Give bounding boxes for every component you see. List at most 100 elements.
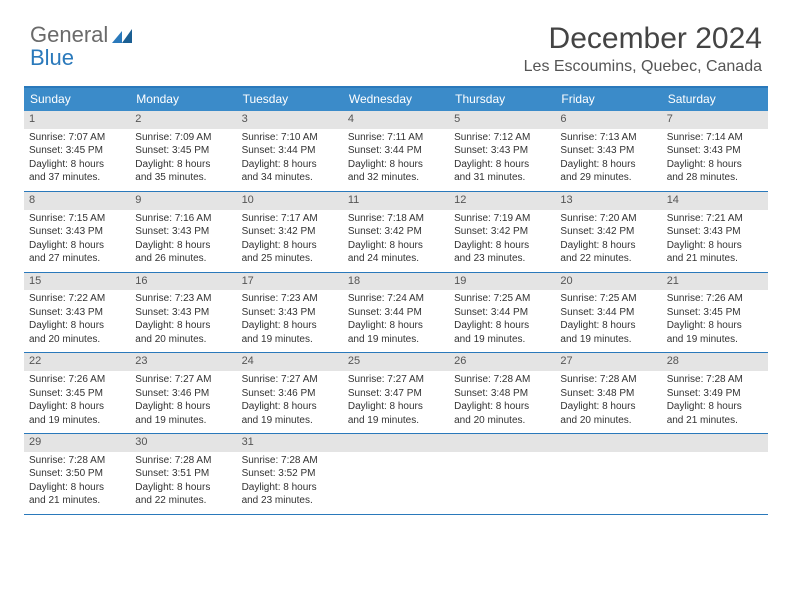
calendar-day: 30Sunrise: 7:28 AMSunset: 3:51 PMDayligh…: [130, 434, 236, 514]
day-line: Sunset: 3:52 PM: [242, 468, 338, 481]
day-line: Sunset: 3:49 PM: [667, 388, 763, 401]
day-line: Sunrise: 7:18 AM: [348, 213, 444, 226]
day-line: Daylight: 8 hours: [667, 401, 763, 414]
day-line: and 21 minutes.: [29, 495, 125, 508]
day-number: 16: [130, 273, 236, 291]
calendar-day: 14Sunrise: 7:21 AMSunset: 3:43 PMDayligh…: [662, 192, 768, 272]
day-body: Sunrise: 7:25 AMSunset: 3:44 PMDaylight:…: [555, 290, 661, 352]
day-line: Sunrise: 7:24 AM: [348, 293, 444, 306]
day-line: Sunset: 3:51 PM: [135, 468, 231, 481]
calendar-day: 4Sunrise: 7:11 AMSunset: 3:44 PMDaylight…: [343, 111, 449, 191]
title-block: December 2024 Les Escoumins, Quebec, Can…: [24, 22, 762, 76]
day-body: Sunrise: 7:17 AMSunset: 3:42 PMDaylight:…: [237, 210, 343, 272]
day-line: and 19 minutes.: [135, 415, 231, 428]
day-line: Sunset: 3:47 PM: [348, 388, 444, 401]
day-line: Daylight: 8 hours: [454, 240, 550, 253]
day-line: and 24 minutes.: [348, 253, 444, 266]
day-number: 5: [449, 111, 555, 129]
calendar-day: 29Sunrise: 7:28 AMSunset: 3:50 PMDayligh…: [24, 434, 130, 514]
day-body: Sunrise: 7:11 AMSunset: 3:44 PMDaylight:…: [343, 129, 449, 191]
day-line: Sunrise: 7:09 AM: [135, 132, 231, 145]
calendar-day: 23Sunrise: 7:27 AMSunset: 3:46 PMDayligh…: [130, 353, 236, 433]
calendar-day: .: [343, 434, 449, 514]
day-number: 18: [343, 273, 449, 291]
day-line: Sunrise: 7:28 AM: [667, 374, 763, 387]
day-body: Sunrise: 7:28 AMSunset: 3:49 PMDaylight:…: [662, 371, 768, 433]
day-line: Daylight: 8 hours: [242, 240, 338, 253]
dow-label: Monday: [130, 88, 236, 111]
day-line: and 19 minutes.: [667, 334, 763, 347]
calendar-day: 5Sunrise: 7:12 AMSunset: 3:43 PMDaylight…: [449, 111, 555, 191]
month-title: December 2024: [24, 22, 762, 56]
day-line: Sunset: 3:43 PM: [135, 307, 231, 320]
day-line: Sunrise: 7:13 AM: [560, 132, 656, 145]
day-line: Sunrise: 7:28 AM: [242, 455, 338, 468]
day-line: and 20 minutes.: [135, 334, 231, 347]
calendar-day: .: [555, 434, 661, 514]
day-line: Sunrise: 7:26 AM: [667, 293, 763, 306]
day-line: Sunrise: 7:27 AM: [348, 374, 444, 387]
day-line: and 32 minutes.: [348, 172, 444, 185]
day-line: and 27 minutes.: [29, 253, 125, 266]
day-number: 2: [130, 111, 236, 129]
day-line: Daylight: 8 hours: [29, 240, 125, 253]
calendar-day: 12Sunrise: 7:19 AMSunset: 3:42 PMDayligh…: [449, 192, 555, 272]
calendar-week: 15Sunrise: 7:22 AMSunset: 3:43 PMDayligh…: [24, 273, 768, 354]
day-number: 22: [24, 353, 130, 371]
day-number: 17: [237, 273, 343, 291]
day-body: Sunrise: 7:26 AMSunset: 3:45 PMDaylight:…: [24, 371, 130, 433]
day-number: 27: [555, 353, 661, 371]
day-line: Sunset: 3:43 PM: [242, 307, 338, 320]
dow-label: Wednesday: [343, 88, 449, 111]
day-line: Daylight: 8 hours: [135, 240, 231, 253]
day-number: 13: [555, 192, 661, 210]
day-body: Sunrise: 7:18 AMSunset: 3:42 PMDaylight:…: [343, 210, 449, 272]
day-line: Sunrise: 7:12 AM: [454, 132, 550, 145]
day-body: Sunrise: 7:15 AMSunset: 3:43 PMDaylight:…: [24, 210, 130, 272]
day-line: Sunrise: 7:19 AM: [454, 213, 550, 226]
day-body: Sunrise: 7:07 AMSunset: 3:45 PMDaylight:…: [24, 129, 130, 191]
day-line: Sunrise: 7:28 AM: [560, 374, 656, 387]
calendar-week: 1Sunrise: 7:07 AMSunset: 3:45 PMDaylight…: [24, 111, 768, 192]
day-body: Sunrise: 7:12 AMSunset: 3:43 PMDaylight:…: [449, 129, 555, 191]
day-line: Sunrise: 7:11 AM: [348, 132, 444, 145]
day-body: Sunrise: 7:25 AMSunset: 3:44 PMDaylight:…: [449, 290, 555, 352]
day-body: Sunrise: 7:28 AMSunset: 3:48 PMDaylight:…: [449, 371, 555, 433]
day-line: Sunset: 3:45 PM: [667, 307, 763, 320]
day-line: Sunset: 3:46 PM: [135, 388, 231, 401]
day-body: Sunrise: 7:27 AMSunset: 3:46 PMDaylight:…: [130, 371, 236, 433]
day-line: Sunset: 3:48 PM: [454, 388, 550, 401]
day-line: and 37 minutes.: [29, 172, 125, 185]
day-line: Sunset: 3:42 PM: [454, 226, 550, 239]
calendar-day: 7Sunrise: 7:14 AMSunset: 3:43 PMDaylight…: [662, 111, 768, 191]
day-number: 20: [555, 273, 661, 291]
day-line: Daylight: 8 hours: [454, 401, 550, 414]
day-body: Sunrise: 7:24 AMSunset: 3:44 PMDaylight:…: [343, 290, 449, 352]
day-line: Sunset: 3:44 PM: [242, 145, 338, 158]
location-label: Les Escoumins, Quebec, Canada: [24, 58, 762, 76]
day-number: 25: [343, 353, 449, 371]
day-number: .: [343, 434, 449, 452]
day-number: 4: [343, 111, 449, 129]
day-line: Daylight: 8 hours: [135, 482, 231, 495]
day-body: Sunrise: 7:14 AMSunset: 3:43 PMDaylight:…: [662, 129, 768, 191]
day-line: and 21 minutes.: [667, 253, 763, 266]
dow-label: Thursday: [449, 88, 555, 111]
day-line: Daylight: 8 hours: [135, 401, 231, 414]
day-body: Sunrise: 7:21 AMSunset: 3:43 PMDaylight:…: [662, 210, 768, 272]
calendar-day: 28Sunrise: 7:28 AMSunset: 3:49 PMDayligh…: [662, 353, 768, 433]
day-line: Sunrise: 7:26 AM: [29, 374, 125, 387]
day-line: Sunrise: 7:21 AM: [667, 213, 763, 226]
day-body: Sunrise: 7:28 AMSunset: 3:50 PMDaylight:…: [24, 452, 130, 514]
day-line: Daylight: 8 hours: [667, 240, 763, 253]
day-line: and 22 minutes.: [560, 253, 656, 266]
day-line: and 23 minutes.: [454, 253, 550, 266]
page: General Blue December 2024 Les Escoumins…: [0, 0, 792, 612]
calendar-day: 17Sunrise: 7:23 AMSunset: 3:43 PMDayligh…: [237, 273, 343, 353]
day-line: Sunset: 3:43 PM: [29, 307, 125, 320]
day-body: Sunrise: 7:23 AMSunset: 3:43 PMDaylight:…: [130, 290, 236, 352]
day-body: Sunrise: 7:27 AMSunset: 3:46 PMDaylight:…: [237, 371, 343, 433]
calendar-day: 10Sunrise: 7:17 AMSunset: 3:42 PMDayligh…: [237, 192, 343, 272]
day-line: and 25 minutes.: [242, 253, 338, 266]
day-line: Daylight: 8 hours: [29, 401, 125, 414]
